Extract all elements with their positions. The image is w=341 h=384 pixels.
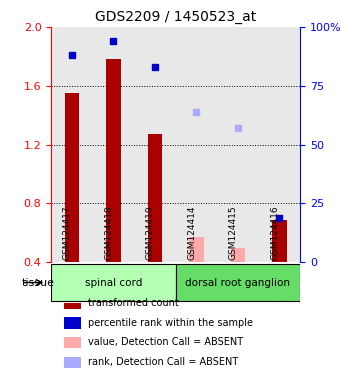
Bar [63, 357, 81, 368]
FancyBboxPatch shape [176, 264, 300, 301]
Text: dorsal root ganglion: dorsal root ganglion [186, 278, 290, 288]
Text: GSM124416: GSM124416 [270, 206, 279, 260]
Bar [63, 298, 81, 309]
Text: spinal cord: spinal cord [85, 278, 142, 288]
Bar [189, 237, 204, 262]
Bar [93, 27, 134, 262]
Bar [106, 59, 121, 262]
Bar [63, 318, 81, 328]
Text: transformed count: transformed count [88, 298, 179, 308]
Text: GSM124418: GSM124418 [104, 206, 113, 260]
Bar [217, 27, 258, 262]
Bar [134, 27, 176, 262]
Bar [65, 93, 79, 262]
Bar [272, 220, 286, 262]
Text: tissue: tissue [21, 278, 54, 288]
Text: value, Detection Call = ABSENT: value, Detection Call = ABSENT [88, 338, 243, 348]
Bar [176, 27, 217, 262]
Text: GSM124415: GSM124415 [229, 206, 238, 260]
Text: rank, Detection Call = ABSENT: rank, Detection Call = ABSENT [88, 358, 239, 367]
Title: GDS2209 / 1450523_at: GDS2209 / 1450523_at [95, 10, 256, 25]
FancyBboxPatch shape [51, 264, 176, 301]
Bar [63, 337, 81, 348]
Bar [51, 27, 93, 262]
Bar [231, 248, 245, 262]
Text: percentile rank within the sample: percentile rank within the sample [88, 318, 253, 328]
Bar [148, 134, 162, 262]
Text: GSM124414: GSM124414 [187, 206, 196, 260]
Bar [258, 27, 300, 262]
Text: GSM124419: GSM124419 [146, 206, 155, 260]
Text: GSM124417: GSM124417 [63, 206, 72, 260]
